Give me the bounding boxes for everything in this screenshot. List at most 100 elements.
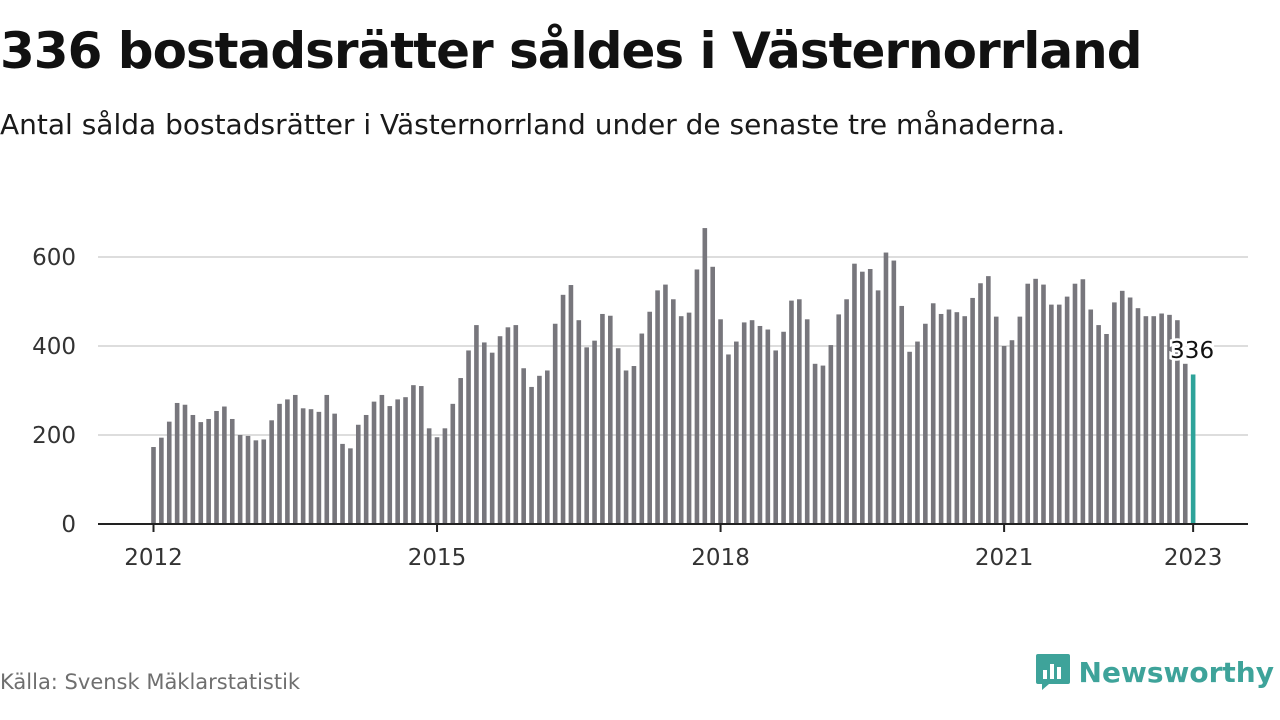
x-tick-label: 2015 [408,545,467,571]
bar [505,327,511,524]
bar [1017,316,1023,524]
bar [340,443,345,524]
brand-logo[interactable]: Newsworthy [1035,652,1274,692]
bar [324,394,330,524]
bar [1175,320,1180,524]
bar [789,300,794,524]
bar [300,408,306,524]
bar [615,348,621,525]
bar [371,401,377,525]
bar [639,333,645,524]
bar [970,297,975,524]
bar [671,299,676,524]
bar [962,316,968,524]
bar [285,399,290,524]
bar [741,322,747,524]
bar [411,385,416,524]
x-tick-label: 2018 [691,545,750,571]
y-tick-label: 600 [32,245,76,271]
bar [214,410,219,524]
bar [277,403,282,524]
bar [198,422,204,525]
bar [875,290,881,525]
bar [734,341,739,524]
bar [1080,279,1086,524]
bar [828,345,834,524]
bar [907,351,912,524]
bar [568,285,574,524]
y-tick-label: 200 [32,423,76,449]
bar [190,414,196,525]
x-tick-label: 2012 [124,545,183,571]
bar [757,325,763,525]
bar [316,411,322,524]
bar [489,352,495,524]
page-title: 336 bostadsrätter såldes i Västernorrlan… [0,22,1143,80]
bar [1096,325,1101,524]
bar [883,252,889,525]
bar [773,350,778,524]
bar [513,325,519,524]
bar [1143,316,1149,524]
bar [993,316,999,524]
y-tick-label: 0 [61,512,76,538]
bar [466,350,471,524]
bar [159,437,164,524]
bar-chart: 0 200 400 600 2012 2015 2018 2021 2023 336 [32,228,1248,571]
bar [899,305,905,524]
bar [686,312,692,525]
bar [560,294,566,524]
bar [245,435,251,524]
bar [442,428,448,524]
bar [820,365,826,524]
bar [946,309,952,524]
bar [812,363,818,524]
bar [418,386,424,524]
bar [765,329,771,524]
bar [521,368,526,524]
bar [1104,333,1109,525]
bar [1135,308,1141,524]
bar [253,440,259,524]
bar [978,283,983,524]
axis-layer: 0 200 400 600 2012 2015 2018 2021 2023 336 [32,245,1248,571]
bar [222,406,227,524]
bar [308,409,314,524]
bar [1119,290,1125,524]
bar [1167,314,1172,524]
bar [395,399,400,524]
bar [860,271,865,524]
bar [1088,309,1094,524]
bar [702,228,708,524]
bar [458,378,463,524]
bar [797,299,802,524]
bar [663,284,668,524]
bar [1112,302,1117,524]
bar [481,342,487,524]
bar [1025,283,1031,524]
bar [1001,346,1007,524]
page-subtitle: Antal sålda bostadsrätter i Västernorrla… [0,108,1066,141]
x-tick-label: 2021 [975,545,1034,571]
bar [182,404,188,524]
bar [592,340,597,524]
bar [292,394,298,524]
bar [1182,363,1188,524]
bar [584,347,589,524]
bar [600,313,605,524]
x-tick-label: 2023 [1164,545,1223,571]
bar [151,447,156,524]
brand-name: Newsworthy [1078,655,1274,689]
bar [269,420,274,524]
bar-highlight [1190,374,1196,524]
bar [1056,304,1062,524]
bar [497,336,503,524]
bar [867,269,873,524]
bar [986,276,991,524]
bar [655,290,660,525]
bar [1127,297,1133,524]
bar [434,437,440,525]
bar [647,311,652,525]
bar [387,406,393,524]
bar [576,320,582,524]
